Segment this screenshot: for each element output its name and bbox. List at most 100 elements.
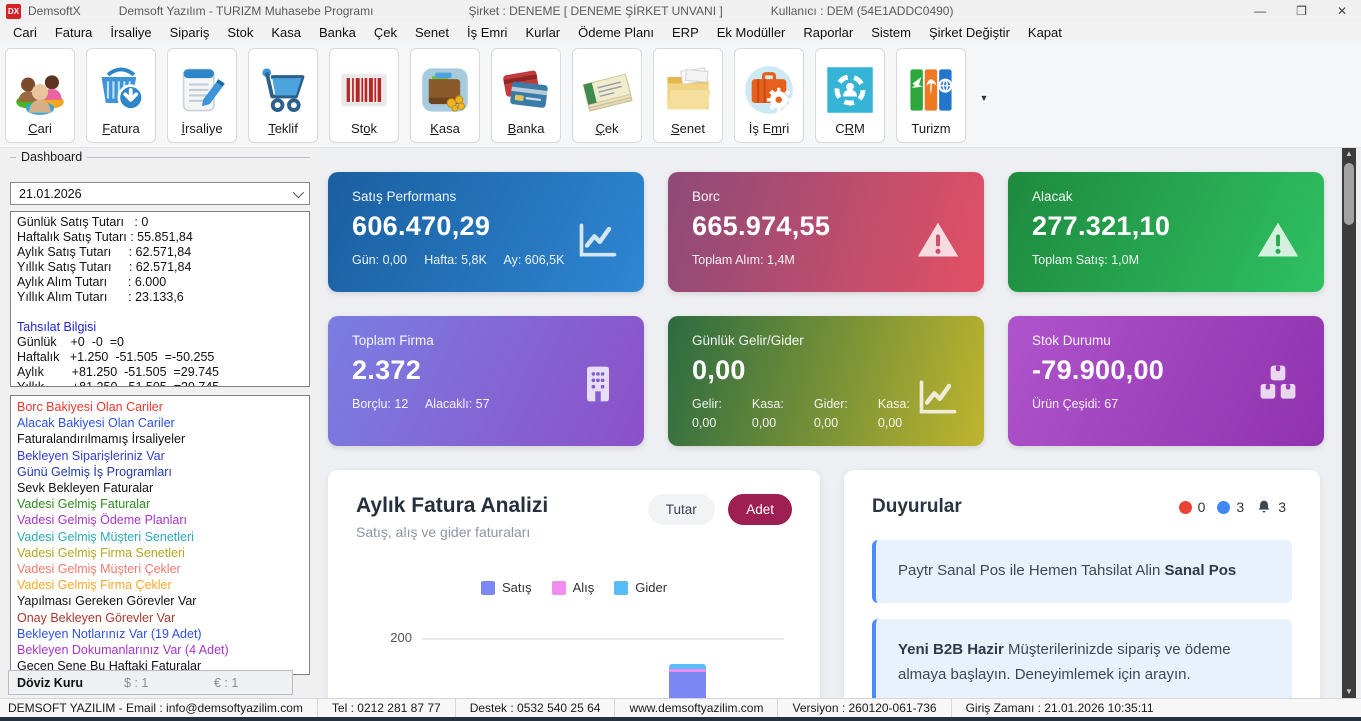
scroll-down-icon[interactable]: ▼ bbox=[1345, 687, 1353, 696]
stat-line: Tahsılat Bilgisi bbox=[17, 320, 97, 334]
legend-item[interactable]: Satış bbox=[480, 580, 532, 595]
red-dot-icon bbox=[1178, 500, 1192, 514]
toolbar-button-cek[interactable]: Çek bbox=[572, 48, 642, 143]
alert-link[interactable]: Bekleyen Notlarınız Var (19 Adet) bbox=[17, 626, 202, 641]
bar-chart: 200 150 bbox=[356, 613, 792, 698]
alert-link[interactable]: Vadesi Gelmiş Faturalar bbox=[17, 497, 151, 512]
menu-item[interactable]: ERP bbox=[672, 25, 699, 40]
status-bar: DEMSOFT YAZILIM - Email : info@demsoftya… bbox=[0, 698, 1361, 717]
alert-link[interactable]: Alacak Bakiyesi Olan Cariler bbox=[17, 416, 175, 431]
toolbar-button-kasa[interactable]: Kasa bbox=[410, 48, 480, 143]
card-gunluk-gelir-gider[interactable]: Günlük Gelir/Gider 0,00 Gelir: 0,00 Kasa: 0… bbox=[668, 316, 984, 446]
toolbar-button-stok[interactable]: Stok bbox=[329, 48, 399, 143]
notepad-pencil-icon bbox=[176, 59, 228, 121]
menu-item[interactable]: Senet bbox=[415, 25, 449, 40]
bell-icon bbox=[1258, 500, 1270, 513]
menu-item[interactable]: Fatura bbox=[54, 25, 93, 40]
alert-link[interactable]: Yapılması Gereken Görevler Var bbox=[17, 594, 197, 609]
card-satis-performans[interactable]: Satış Performans 606.470,29 Gün: 0,00 Ha… bbox=[328, 172, 644, 292]
panel-title: Aylık Fatura Analizi bbox=[356, 494, 549, 517]
status-segment: Giriş Zamanı : 21.01.2026 10:35:11 bbox=[950, 699, 1168, 717]
adet-toggle-button[interactable]: Adet bbox=[728, 494, 792, 525]
alert-link[interactable]: Vadesi Gelmiş Müşteri Senetleri bbox=[17, 529, 194, 544]
y-tick-200: 200 bbox=[390, 630, 412, 645]
menu-item[interactable]: Sipariş bbox=[169, 25, 210, 40]
menu-item[interactable]: Ek Modüller bbox=[716, 25, 786, 40]
close-button[interactable]: ✕ bbox=[1336, 4, 1347, 18]
tutar-toggle-button[interactable]: Tutar bbox=[647, 494, 715, 525]
toolbar-button-cari[interactable]: Cari bbox=[5, 48, 75, 143]
card-alacak[interactable]: Alacak 277.321,10 Toplam Satış: 1,0M bbox=[1008, 172, 1324, 292]
menu-item[interactable]: Ödeme Planı bbox=[578, 25, 655, 40]
stat-line: Aylık Alım Tutarı : 6.000 bbox=[17, 275, 167, 289]
toolbar-button-isemri[interactable]: İş Emri bbox=[734, 48, 804, 143]
stat-line bbox=[17, 305, 303, 320]
alert-link[interactable]: Borc Bakiyesi Olan Cariler bbox=[17, 400, 163, 414]
card-toplam-firma[interactable]: Toplam Firma 2.372 Borçlu: 12 Alacaklı: … bbox=[328, 316, 644, 446]
currency-bar: Döviz Kuru $ : 1 € : 1 bbox=[8, 670, 293, 695]
alert-link[interactable]: Vadesi Gelmiş Müşteri Çekler bbox=[17, 562, 181, 577]
alert-link[interactable]: Vadesi Gelmiş Firma Çekler bbox=[17, 578, 172, 593]
alert-link[interactable]: Vadesi Gelmiş Ödeme Planları bbox=[17, 513, 187, 528]
company-label: Şirket : DENEME [ DENEME ŞİRKET UNVANI ] bbox=[468, 4, 723, 18]
scrollbar-thumb[interactable] bbox=[1344, 163, 1354, 225]
panel-subtitle: Satış, alış ve gider faturaları bbox=[356, 524, 531, 540]
maximize-button[interactable]: ❐ bbox=[1296, 4, 1307, 18]
menu-item[interactable]: Cari bbox=[13, 25, 37, 40]
alert-link[interactable]: Bekleyen Dokumanlarınız Var (4 Adet) bbox=[17, 643, 229, 658]
menu-item[interactable]: Sistem bbox=[871, 25, 911, 40]
menu-item[interactable]: Kurlar bbox=[525, 25, 561, 40]
toolbar-button-crm[interactable]: CRM bbox=[815, 48, 885, 143]
toolbar-button-banka[interactable]: Banka bbox=[491, 48, 561, 143]
legend-item[interactable]: Alış bbox=[551, 580, 594, 595]
date-select[interactable]: 21.01.2026 bbox=[10, 182, 310, 205]
alert-link[interactable]: Gecen Sene Bu Haftaki Faturalar bbox=[17, 659, 202, 674]
crm-icon bbox=[824, 59, 876, 121]
stacked-bar[interactable] bbox=[669, 664, 706, 698]
toolbar-button-teklif[interactable]: Teklif bbox=[248, 48, 318, 143]
menu-item[interactable]: Şirket Değiştir bbox=[928, 25, 1010, 40]
cart-icon bbox=[257, 59, 309, 121]
toolbar-button-senet[interactable]: Senet bbox=[653, 48, 723, 143]
menu-item[interactable]: Banka bbox=[319, 25, 356, 40]
announcement-list: Paytr Sanal Pos ile Hemen Tahsilat Alin … bbox=[872, 540, 1292, 698]
alert-link[interactable]: Günü Gelmiş İş Programları bbox=[17, 464, 172, 479]
alert-link[interactable]: Vadesi Gelmiş Firma Senetleri bbox=[17, 545, 185, 560]
alert-link[interactable]: Faturalandırılmamış İrsaliyeler bbox=[17, 432, 186, 447]
title-bar: DX DemsoftX Demsoft Yazılım - TURIZM Muh… bbox=[0, 0, 1361, 22]
scroll-up-icon[interactable]: ▲ bbox=[1345, 149, 1353, 158]
announcement-item[interactable]: Yeni B2B Hazir Müşterilerinizde sipariş … bbox=[872, 618, 1292, 698]
toolbar-button-turizm[interactable]: Turizm bbox=[896, 48, 966, 143]
toolbar-button-fatura[interactable]: Fatura bbox=[86, 48, 156, 143]
stat-line: Aylık Satış Tutarı : 62.571,84 bbox=[17, 245, 192, 259]
menu-item[interactable]: Kasa bbox=[271, 25, 302, 40]
chart-legend: Satış Alış Gider bbox=[356, 580, 792, 595]
menu-item[interactable]: Stok bbox=[227, 25, 254, 40]
card-borc[interactable]: Borc 665.974,55 Toplam Alım: 1,4M bbox=[668, 172, 984, 292]
minimize-button[interactable]: — bbox=[1254, 4, 1267, 18]
alert-link[interactable]: Sevk Bekleyen Faturalar bbox=[17, 481, 154, 496]
window-title: Demsoft Yazılım - TURIZM Muhasebe Progra… bbox=[118, 4, 374, 18]
legend-item[interactable]: Gider bbox=[614, 580, 667, 595]
card-stok-durumu[interactable]: Stok Durumu -79.900,00 Ürün Çeşidi: 67 bbox=[1008, 316, 1324, 446]
legend-swatch bbox=[614, 580, 629, 595]
menu-item[interactable]: İrsaliye bbox=[110, 25, 152, 40]
warning-icon bbox=[916, 218, 960, 267]
bottom-accent-strip bbox=[0, 717, 1361, 721]
announcement-item[interactable]: Paytr Sanal Pos ile Hemen Tahsilat Alin … bbox=[872, 540, 1292, 603]
alert-link[interactable]: Onay Bekleyen Görevler Var bbox=[17, 610, 176, 625]
eur-rate: € : 1 bbox=[214, 675, 239, 690]
menu-item[interactable]: Çek bbox=[373, 25, 398, 40]
vertical-scrollbar[interactable]: ▲ ▼ bbox=[1342, 148, 1356, 698]
menu-item[interactable]: Raporlar bbox=[803, 25, 854, 40]
toolbar-button-irsaliye[interactable]: İrsaliye bbox=[167, 48, 237, 143]
boxes-icon bbox=[1256, 362, 1300, 411]
credit-cards-icon bbox=[500, 59, 552, 121]
toolbar-overflow-button[interactable]: ▼ bbox=[979, 92, 989, 103]
usd-rate: $ : 1 bbox=[124, 675, 149, 690]
menu-item[interactable]: İş Emri bbox=[467, 25, 508, 40]
menu-item[interactable]: Kapat bbox=[1027, 25, 1062, 40]
alert-link[interactable]: Bekleyen Siparişleriniz Var bbox=[17, 448, 165, 463]
customers-icon bbox=[14, 59, 66, 121]
